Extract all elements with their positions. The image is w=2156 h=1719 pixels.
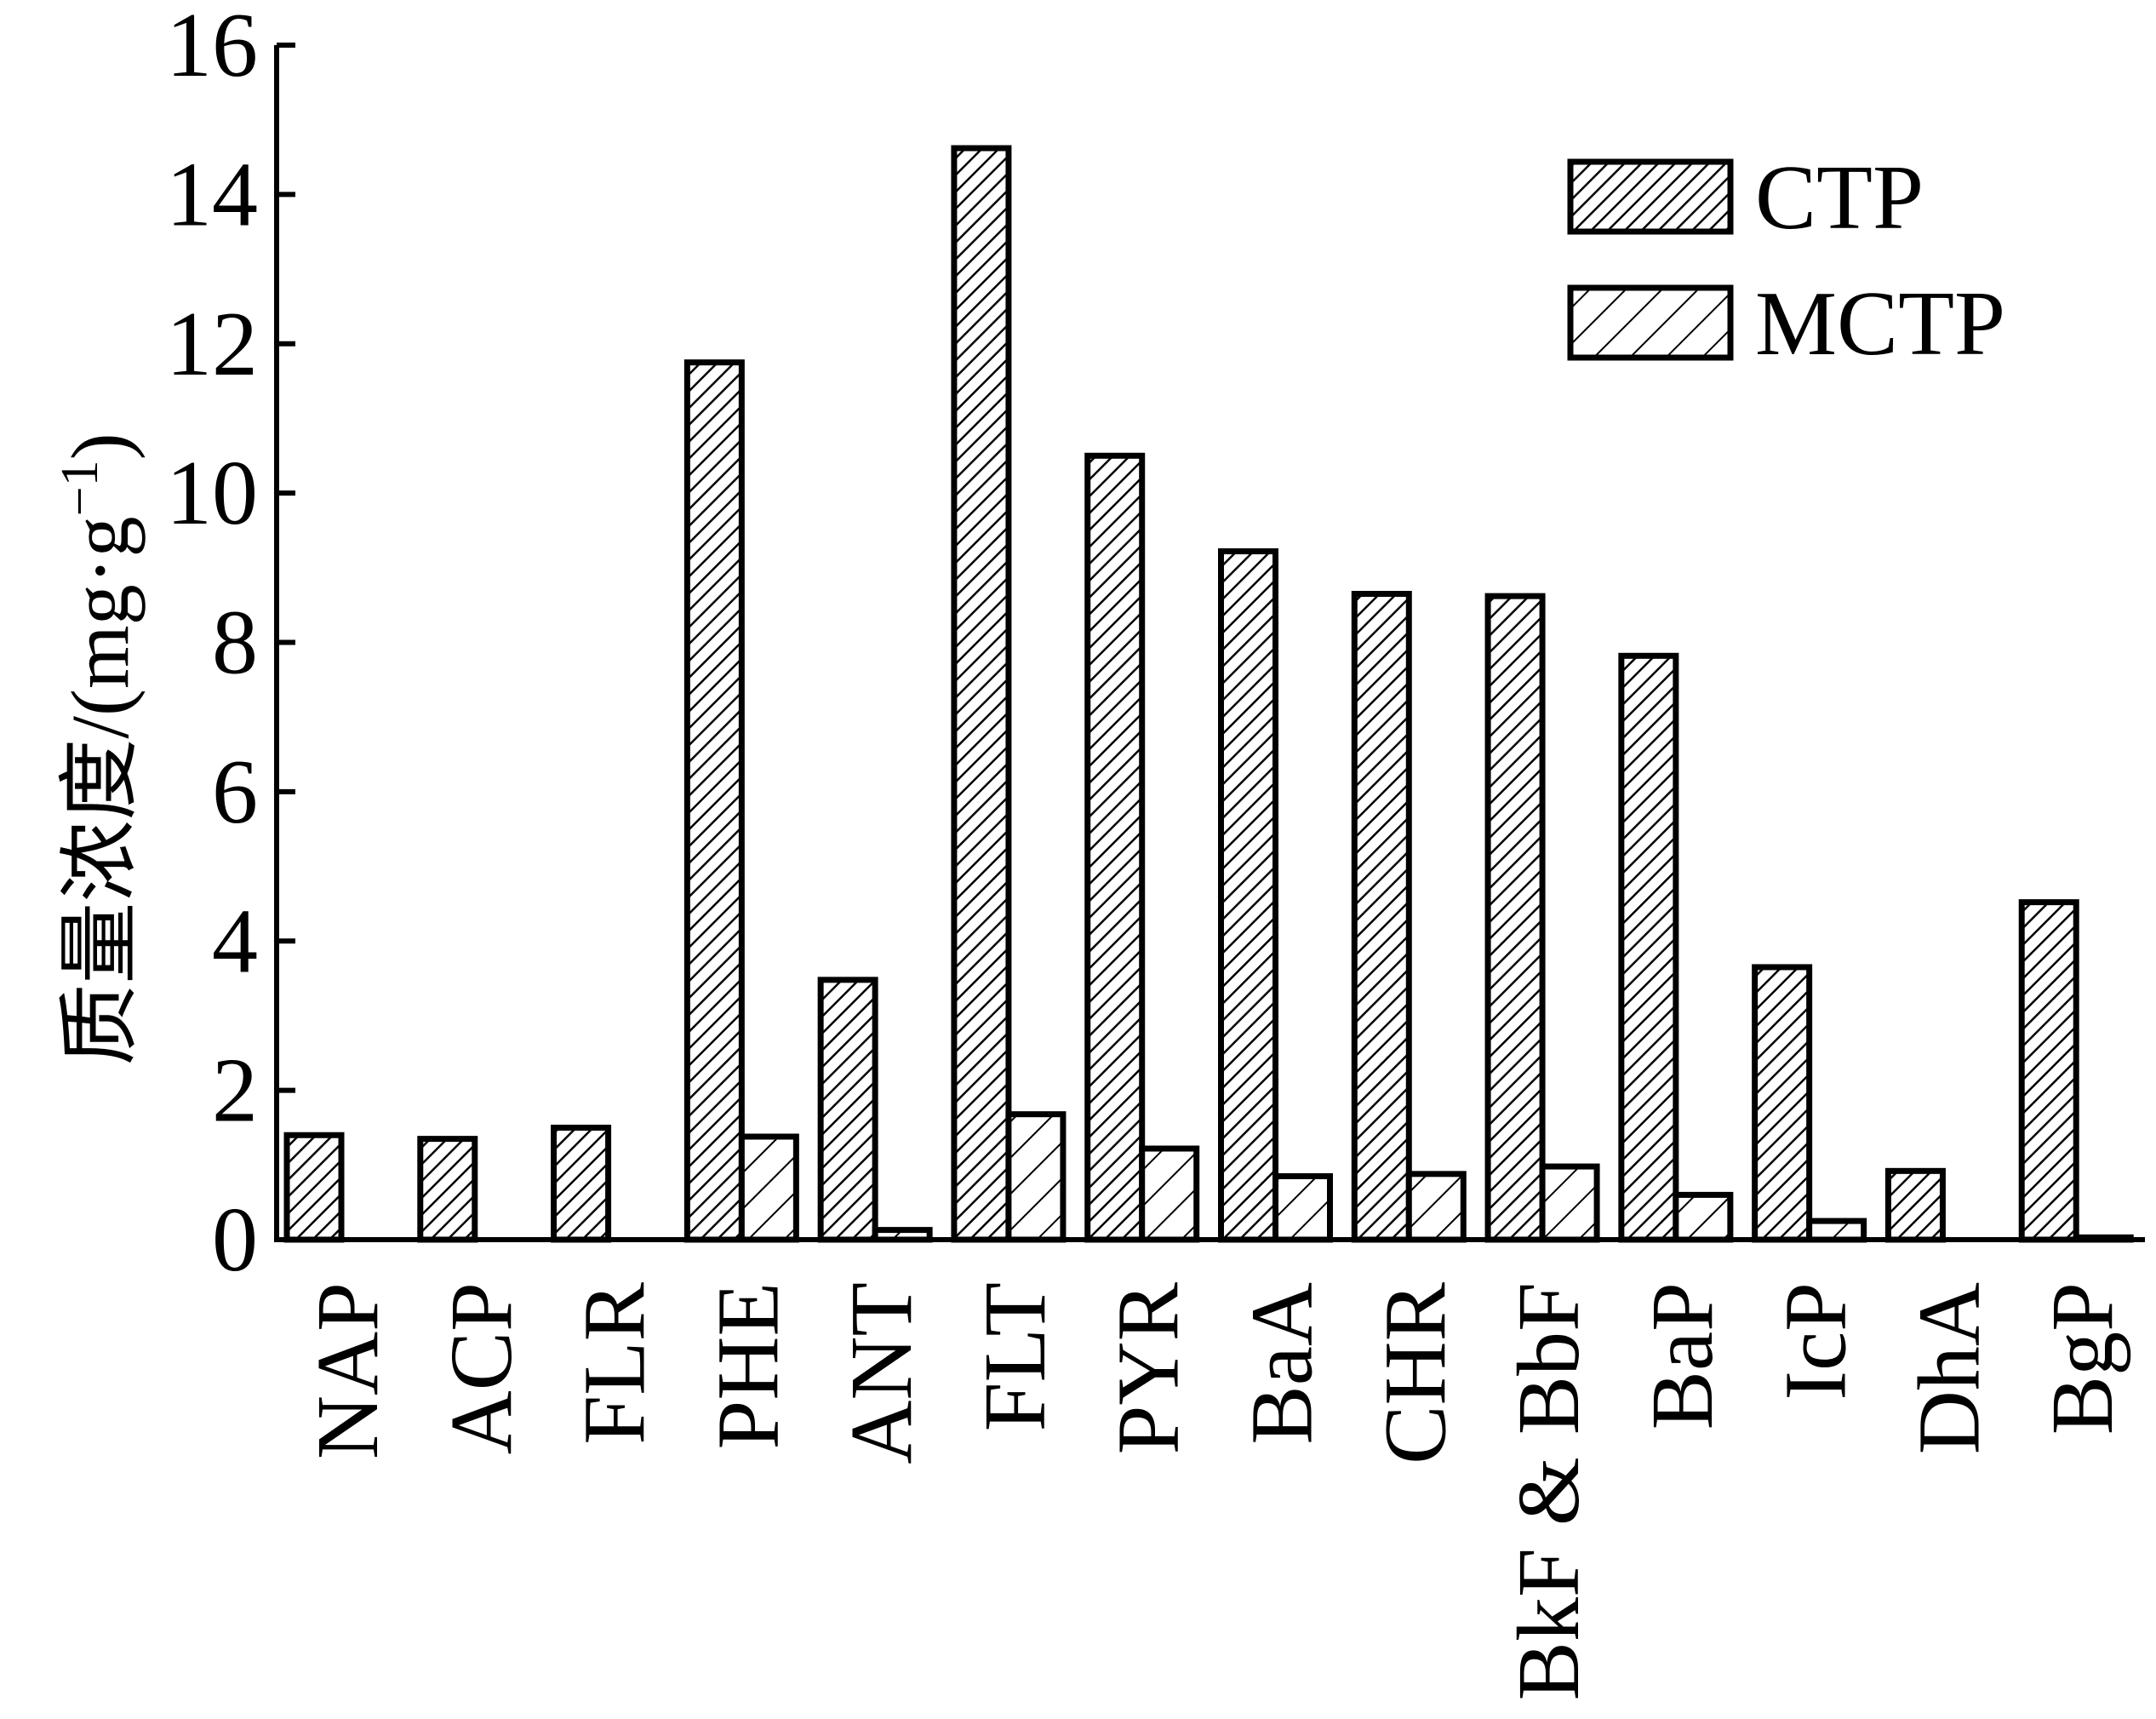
bar-ctp-nap <box>283 1132 345 1243</box>
bar-mctp-bkf-bbf <box>1539 1163 1600 1243</box>
bar-ctp-bgp <box>2018 899 2079 1243</box>
bar-ctp-phe <box>683 359 745 1243</box>
bar-ctp-flr <box>551 1124 612 1243</box>
y-axis-ticks: 0 2 4 6 8 10 12 14 16 <box>166 0 295 1291</box>
x-tick-label: BgP <box>2033 1282 2131 1435</box>
bar-ctp-dha <box>1884 1167 1946 1243</box>
y-tick-label: 14 <box>166 144 258 245</box>
bar-mctp-phe <box>738 1133 799 1243</box>
x-tick-label: FLT <box>966 1282 1064 1431</box>
legend-swatch-mctp <box>1567 284 1734 361</box>
bar-ctp-icp <box>1752 964 1813 1243</box>
x-axis-labels: NAP ACP FLR PHE ANT FLT PYR BaA CHR BkF & BbF BaP I… <box>299 1281 2131 1700</box>
bar-mctp-baa <box>1272 1172 1333 1243</box>
bar-mctp-chr <box>1405 1171 1467 1243</box>
bar-ctp-pyr <box>1084 452 1146 1243</box>
y-tick-label: 6 <box>212 742 258 843</box>
bar-ctp-ant <box>817 977 878 1243</box>
bar-ctp-baa <box>1218 548 1278 1243</box>
y-tick-label: 0 <box>212 1189 258 1291</box>
y-tick-label: 12 <box>166 294 258 395</box>
y-tick-label: 16 <box>166 0 258 96</box>
x-tick-label: BaP <box>1633 1282 1731 1430</box>
legend-label-ctp: CTP <box>1755 147 1924 249</box>
bar-ctp-acp <box>417 1136 478 1243</box>
y-tick-label: 8 <box>212 593 258 694</box>
y-tick-label: 10 <box>166 443 258 544</box>
bar-mctp-icp <box>1806 1218 1867 1243</box>
x-tick-label: PYR <box>1100 1281 1198 1454</box>
x-tick-label: IcP <box>1767 1282 1865 1401</box>
x-tick-label: CHR <box>1366 1281 1464 1464</box>
bar-mctp-bgp <box>2073 1234 2134 1243</box>
x-tick-label: NAP <box>299 1282 397 1459</box>
x-tick-label: BkF & BbF <box>1500 1282 1598 1700</box>
legend: CTP MCTP <box>1567 147 2005 375</box>
bar-mctp-bap <box>1673 1191 1734 1243</box>
x-tick-label: DhA <box>1900 1282 1998 1454</box>
x-tick-label: ACP <box>432 1282 530 1454</box>
legend-swatch-ctp <box>1567 158 1734 235</box>
x-tick-label: FLR <box>566 1281 664 1444</box>
y-tick-label: 2 <box>212 1040 258 1142</box>
bar-ctp-bap <box>1618 652 1679 1243</box>
legend-label-mctp: MCTP <box>1755 273 2005 375</box>
bar-mctp-ant <box>872 1227 933 1243</box>
bar-mctp-pyr <box>1139 1145 1200 1243</box>
y-axis-title: 质量浓度/(mg·g−1) <box>51 433 146 1065</box>
bar-ctp-chr <box>1351 591 1412 1243</box>
y-tick-label: 4 <box>212 891 258 992</box>
bar-ctp-bkf-bbf <box>1484 593 1546 1243</box>
x-tick-label: ANT <box>832 1282 930 1464</box>
bar-ctp-flt <box>951 145 1012 1243</box>
y-axis-label: 质量浓度/(mg·g−1) <box>51 433 146 1065</box>
bars <box>283 145 2134 1243</box>
x-tick-label: PHE <box>699 1282 797 1449</box>
bar-mctp-flt <box>1005 1111 1067 1243</box>
x-tick-label: BaA <box>1233 1282 1331 1445</box>
